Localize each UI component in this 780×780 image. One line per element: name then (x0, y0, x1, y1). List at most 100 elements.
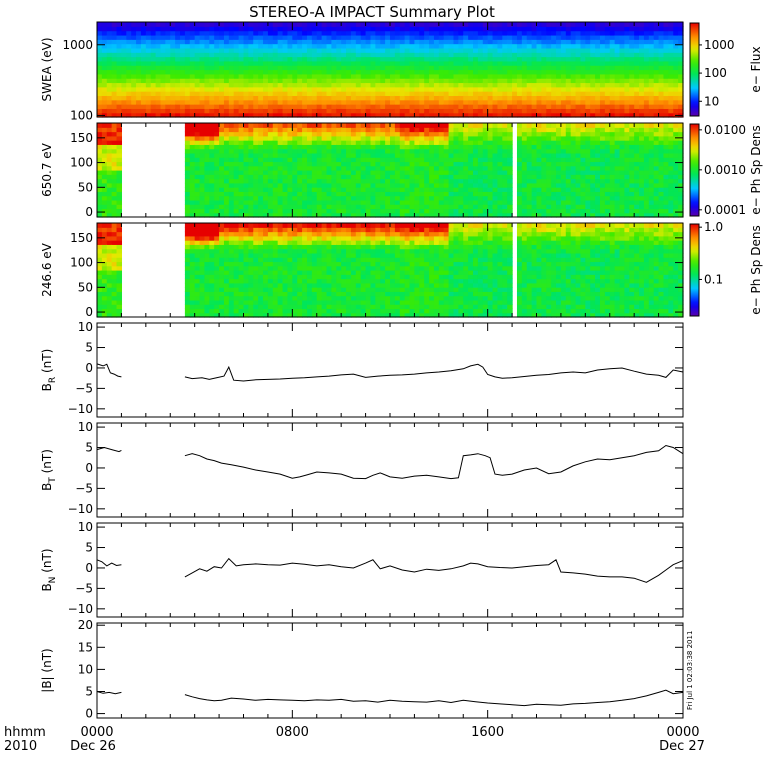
heatmap-cell (643, 78, 650, 84)
heatmap-cell (507, 157, 513, 163)
heatmap-cell (629, 157, 635, 163)
heatmap-cell (658, 91, 665, 97)
heatmap-cell (536, 47, 542, 53)
heatmap-cell (492, 34, 499, 40)
heatmap-cell (311, 34, 318, 40)
heatmap-cell (516, 182, 523, 188)
heatmap-cell (243, 82, 249, 88)
heatmap-cell (634, 161, 640, 167)
heatmap-cell (497, 91, 503, 97)
heatmap-cell (126, 22, 132, 27)
heatmap-cell (238, 56, 245, 62)
heatmap-cell (433, 165, 440, 171)
heatmap-cell (668, 191, 674, 197)
heatmap-cell (189, 208, 196, 214)
heatmap-cell (365, 208, 372, 214)
heatmap-cell (570, 135, 577, 141)
heatmap-cell (199, 108, 206, 114)
heatmap-cell (556, 65, 562, 71)
heatmap-cell (184, 178, 191, 184)
heatmap-cell (546, 52, 552, 58)
heatmap-cell (629, 112, 635, 118)
heatmap-cell (97, 69, 103, 75)
heatmap-cell (653, 30, 660, 36)
heatmap-cell (145, 86, 152, 92)
heatmap-cell (341, 91, 347, 97)
heatmap-cell (443, 65, 450, 71)
heatmap-cell (531, 52, 538, 58)
heatmap-cell (175, 104, 181, 109)
heatmap-cell (390, 161, 396, 167)
heatmap-cell (194, 30, 201, 36)
heatmap-cell (258, 73, 264, 79)
heatmap-cell (267, 199, 274, 205)
heatmap-cell (512, 39, 518, 45)
heatmap-cell (482, 135, 489, 141)
heatmap-cell (380, 69, 386, 75)
heatmap-cell (497, 127, 503, 133)
heatmap-cell (116, 174, 123, 180)
heatmap-cell (619, 152, 625, 158)
heatmap-cell (526, 131, 533, 137)
heatmap-cell (145, 34, 152, 40)
heatmap-cell (429, 127, 435, 133)
heatmap-cell (292, 65, 298, 71)
heatmap-cell (145, 52, 152, 58)
heatmap-cell (658, 112, 665, 118)
heatmap-cell (101, 39, 108, 45)
heatmap-cell (219, 108, 225, 114)
heatmap-cell (175, 78, 181, 84)
heatmap-cell (209, 26, 215, 32)
heatmap-cell (297, 199, 303, 205)
heatmap-cell (409, 187, 416, 192)
heatmap-cell (502, 152, 508, 158)
heatmap-cell (209, 157, 215, 163)
heatmap-cell (160, 91, 166, 97)
heatmap-cell (433, 104, 440, 109)
heatmap-cell (306, 91, 313, 97)
heatmap-cell (409, 170, 416, 175)
heatmap-cell (238, 165, 245, 171)
heatmap-cell (477, 204, 484, 210)
heatmap-cell (150, 78, 157, 84)
heatmap-cell (624, 56, 630, 62)
heatmap-cell (604, 108, 611, 114)
heatmap-cell (468, 187, 474, 192)
heatmap-cell (194, 112, 201, 118)
heatmap-cell (360, 161, 367, 167)
heatmap-cell (150, 104, 157, 109)
heatmap-cell (614, 191, 621, 197)
heatmap-cell (97, 99, 103, 105)
heatmap-cell (419, 39, 425, 45)
heatmap-cell (536, 170, 542, 175)
heatmap-cell (365, 65, 372, 71)
heatmap-cell (409, 135, 416, 141)
heatmap-cell (492, 182, 499, 188)
heatmap-cell (219, 178, 225, 184)
heatmap-cell (199, 30, 206, 36)
heatmap-cell (219, 140, 225, 145)
heatmap-cell (551, 178, 557, 184)
heatmap-cell (316, 52, 323, 58)
heatmap-cell (223, 43, 230, 49)
heatmap-cell (438, 86, 445, 92)
heatmap-cell (243, 56, 249, 62)
heatmap-cell (653, 157, 660, 163)
heatmap-cell (297, 104, 303, 109)
heatmap-cell (473, 26, 479, 32)
heatmap-cell (204, 131, 210, 137)
heatmap-cell (634, 212, 640, 218)
heatmap-cell (643, 127, 650, 133)
heatmap-cell (214, 182, 220, 188)
heatmap-cell (321, 165, 328, 171)
heatmap-cell (482, 78, 489, 84)
heatmap-cell (170, 34, 176, 40)
heatmap-cell (565, 30, 572, 36)
heatmap-cell (643, 52, 650, 58)
heatmap-cell (258, 157, 264, 163)
heatmap-cell (624, 104, 630, 109)
heatmap-cell (419, 131, 425, 137)
heatmap-cell (272, 26, 279, 32)
heatmap-cell (487, 165, 494, 171)
heatmap-cell (189, 43, 196, 49)
